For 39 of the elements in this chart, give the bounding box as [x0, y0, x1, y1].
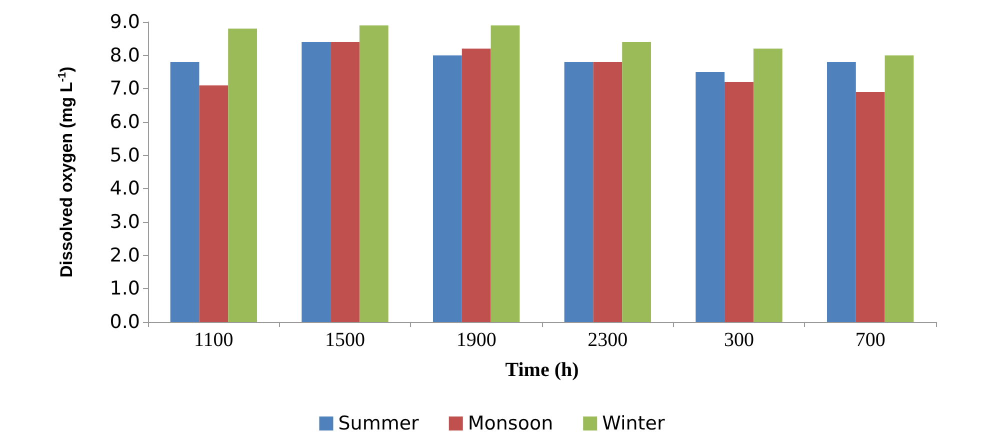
bar	[462, 48, 491, 322]
bar	[593, 62, 622, 322]
y-tick-label: 1.0	[110, 278, 140, 300]
bar	[884, 55, 914, 322]
bar	[724, 82, 754, 322]
bar	[490, 25, 520, 322]
bar	[330, 42, 360, 322]
bar	[696, 72, 725, 322]
y-tick-label: 4.0	[110, 178, 140, 200]
x-tick-label: 1500	[325, 329, 365, 351]
bar	[228, 28, 258, 322]
y-tick-label: 6.0	[110, 111, 140, 133]
y-axis-title: Dissolved oxygen (mg L-1)	[56, 66, 76, 278]
bar	[826, 62, 856, 322]
legend-label: Summer	[338, 412, 420, 434]
bar	[564, 62, 594, 322]
bar	[199, 85, 228, 322]
x-axis-title: Time (h)	[505, 359, 579, 381]
x-tick-label: 700	[855, 329, 886, 351]
y-tick-label: 7.0	[110, 78, 140, 100]
y-tick-label: 8.0	[110, 44, 140, 66]
x-tick-label: 1100	[194, 329, 234, 351]
bar	[753, 48, 782, 322]
y-tick-label: 0.0	[110, 311, 140, 333]
bar	[856, 92, 885, 322]
x-tick-label: 1900	[456, 329, 496, 351]
legend-label: Monsoon	[468, 412, 554, 434]
y-tick-label: 3.0	[110, 211, 140, 233]
y-tick-label: 2.0	[110, 244, 140, 266]
bar	[622, 42, 652, 322]
legend-label: Winter	[602, 412, 665, 434]
bar	[359, 25, 388, 322]
bar	[302, 42, 331, 322]
x-tick-label: 2300	[588, 329, 628, 351]
y-tick-label: 9.0	[110, 11, 140, 33]
bar	[170, 62, 200, 322]
bar	[432, 55, 462, 322]
y-tick-label: 5.0	[110, 144, 140, 166]
x-tick-label: 300	[724, 329, 754, 351]
